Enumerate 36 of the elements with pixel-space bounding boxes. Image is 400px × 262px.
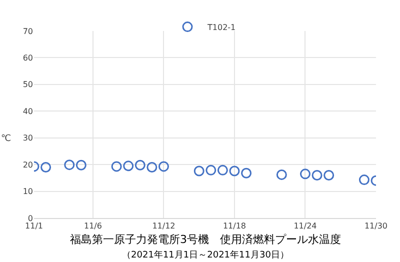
point	[312, 170, 322, 181]
x-tick-label: 11/12	[152, 222, 176, 231]
point	[194, 166, 204, 176]
point	[300, 168, 310, 180]
point	[358, 174, 370, 186]
text: 福島第一原子力発電所3号機 使用済燃料プール水温度	[70, 233, 341, 246]
point	[206, 164, 216, 176]
y-tick-label: 40	[22, 106, 33, 116]
point	[123, 160, 134, 172]
point	[324, 170, 334, 181]
y-axis-title: ℃	[1, 134, 12, 144]
point	[64, 160, 75, 170]
y-tick-label: 10	[22, 187, 33, 196]
point	[134, 160, 146, 170]
point	[76, 160, 86, 170]
point	[40, 162, 52, 172]
y-tick-label: 60	[22, 54, 33, 63]
y-tick-label: 30	[22, 134, 33, 143]
point	[229, 166, 240, 176]
point	[158, 161, 169, 172]
x-tick-label: 11/24	[294, 222, 317, 231]
x-tick-label: 11/6	[84, 222, 102, 231]
point	[217, 164, 228, 176]
y-tick-label: 50	[22, 80, 33, 90]
y-tick-label: 70	[22, 26, 33, 36]
y-tick-label: 0	[28, 214, 33, 223]
point	[276, 169, 287, 180]
x-tick-label: 11/1	[25, 222, 43, 231]
text: （2021年11月1日～2021年11月30日）	[122, 249, 289, 260]
y-tick-label: 20	[22, 160, 33, 170]
x-tick-label: 11/30	[364, 222, 388, 231]
x-tick-label: 11/18	[222, 222, 246, 231]
point	[241, 168, 252, 178]
point	[111, 161, 122, 172]
point	[146, 162, 158, 172]
legend-label: T102-1	[206, 22, 236, 32]
